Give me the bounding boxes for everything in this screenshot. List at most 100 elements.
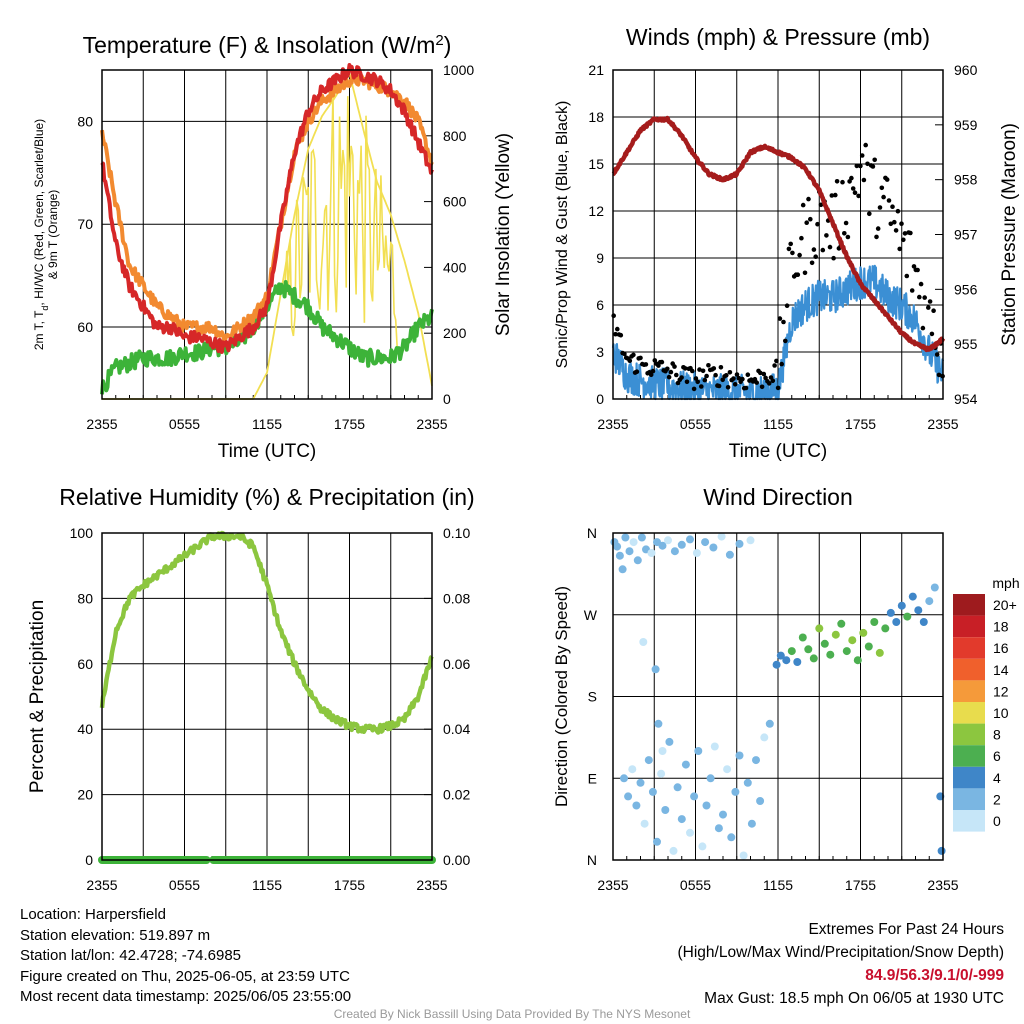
gust-point xyxy=(892,219,897,225)
legend-swatch xyxy=(953,810,985,832)
gust-point xyxy=(818,202,824,208)
gust-point xyxy=(899,221,904,226)
legend-swatch xyxy=(953,637,985,659)
direction-point xyxy=(637,533,646,542)
legend-label: 6 xyxy=(993,748,1001,764)
direction-point xyxy=(613,542,622,551)
direction-point xyxy=(686,535,694,544)
title-superscript: 2 xyxy=(435,32,443,49)
gust-point xyxy=(727,370,733,375)
gust-point xyxy=(615,326,620,332)
direction-point xyxy=(731,787,740,796)
gust-point xyxy=(790,250,795,256)
gust-point xyxy=(652,358,658,363)
gust-point xyxy=(897,246,902,252)
y-tick-label-left: E xyxy=(588,770,597,786)
gust-point xyxy=(813,254,818,259)
y-tick-label-right: 960 xyxy=(954,62,978,78)
gust-point xyxy=(638,355,643,361)
direction-point xyxy=(633,556,642,565)
y-tick-label-left: N xyxy=(587,852,597,868)
gust-point xyxy=(761,371,767,377)
gust-point xyxy=(802,270,808,276)
direction-point xyxy=(644,756,653,765)
gust-point xyxy=(920,325,926,331)
direction-point xyxy=(908,592,917,601)
y-tick-label-right: 954 xyxy=(954,391,978,407)
gust-point xyxy=(718,365,724,370)
legend-swatch xyxy=(953,594,985,616)
direction-point xyxy=(793,658,802,666)
direction-point xyxy=(815,624,824,633)
direction-point xyxy=(831,630,840,639)
y-tick-label-right: 957 xyxy=(954,227,978,243)
direction-point xyxy=(628,765,637,774)
gust-point xyxy=(795,272,801,278)
y-tick-label-right: 0.02 xyxy=(443,787,470,803)
gust-point xyxy=(648,372,654,378)
gust-point xyxy=(674,372,679,378)
x-tick-label: 2355 xyxy=(416,877,447,893)
plot-border xyxy=(612,532,944,861)
plot-border xyxy=(101,532,433,861)
credit-line: Created By Nick Bassill Using Data Provi… xyxy=(333,1007,691,1021)
max-gust: Max Gust: 18.5 mph On 06/05 at 1930 UTC xyxy=(704,990,1004,1007)
x-tick-label: 1755 xyxy=(845,877,876,893)
direction-point xyxy=(739,851,748,860)
gust-point xyxy=(777,316,783,321)
plot-border xyxy=(101,69,433,400)
direction-point xyxy=(747,819,756,828)
station-elevation: Station elevation: 519.897 m xyxy=(20,926,211,944)
y-tick-label-left: 80 xyxy=(77,590,93,606)
y-tick-label-left: 0 xyxy=(596,391,604,407)
direction-point xyxy=(640,819,649,828)
direction-point xyxy=(735,539,744,548)
gust-point xyxy=(706,363,711,368)
x-tick-label: 1155 xyxy=(763,416,793,432)
direction-point xyxy=(654,719,663,728)
direction-point xyxy=(756,797,765,805)
direction-point xyxy=(701,538,710,547)
x-tick-label: 0555 xyxy=(680,416,711,432)
direction-point xyxy=(919,618,928,626)
y-tick-label-right: 0 xyxy=(443,391,451,407)
direction-point xyxy=(804,645,813,654)
legend-label: 8 xyxy=(993,727,1001,743)
direction-point xyxy=(809,654,818,663)
gust-point xyxy=(716,383,722,389)
legend-label: 10 xyxy=(993,705,1009,721)
gust-point xyxy=(931,308,936,314)
direction-point xyxy=(925,597,934,606)
y-tick-label-right: 400 xyxy=(443,259,467,275)
series-pressure-line xyxy=(611,115,946,353)
x-axis-label: Time (UTC) xyxy=(729,441,828,462)
direction-point xyxy=(624,792,633,801)
extremes-subheading: (High/Low/Max Wind/Precipitation/Snow De… xyxy=(677,944,1005,961)
direction-point xyxy=(886,608,895,617)
y-tick-label-left: 60 xyxy=(77,656,93,672)
gust-point xyxy=(775,385,781,391)
gust-point xyxy=(743,385,749,391)
direction-point xyxy=(837,619,846,628)
gust-point xyxy=(699,384,704,389)
gust-point xyxy=(740,376,745,382)
speed-legend: mph 20+ 18 16 14 12 10 8 6 4 2 0 xyxy=(953,575,1020,832)
x-tick-label: 2355 xyxy=(416,416,447,432)
legend-label: 2 xyxy=(993,791,1001,807)
gust-point xyxy=(650,368,656,374)
y-tick-label-right: 958 xyxy=(954,172,978,188)
gust-point xyxy=(784,303,790,309)
gust-point xyxy=(867,211,872,217)
x-tick-label: 2355 xyxy=(86,877,117,893)
gust-point xyxy=(613,331,618,337)
gust-point xyxy=(859,153,865,158)
gust-point xyxy=(783,338,788,344)
direction-point xyxy=(937,846,946,855)
x-tick-label: 1755 xyxy=(334,877,365,893)
legend-label: 4 xyxy=(993,770,1001,786)
y-tick-label-left: W xyxy=(584,607,598,623)
legend-label: 14 xyxy=(993,662,1009,678)
direction-point xyxy=(798,633,807,642)
direction-point xyxy=(752,756,760,765)
direction-point xyxy=(665,737,674,746)
